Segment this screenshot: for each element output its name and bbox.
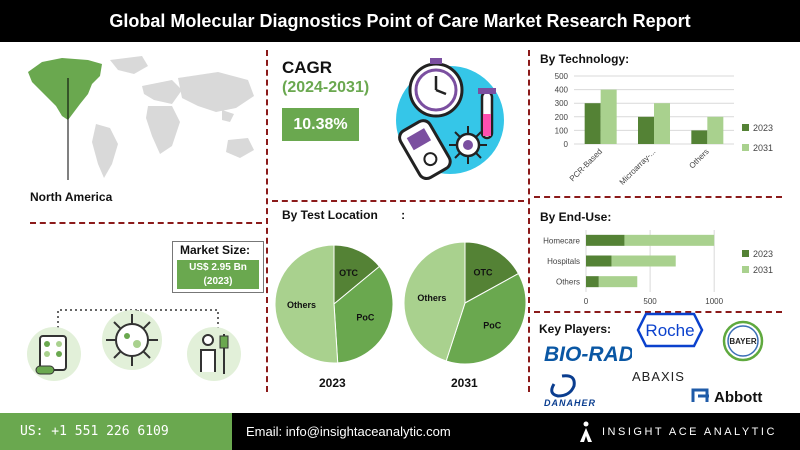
- bar-2031: [611, 255, 676, 267]
- legend-swatch: [742, 124, 749, 131]
- divider-right: [528, 50, 530, 392]
- abbott-logo: Abbott: [691, 388, 762, 406]
- bar-2023: [584, 103, 601, 144]
- pie-slice-others: [274, 244, 339, 364]
- test-location-title: By Test Location :: [282, 208, 405, 222]
- market-size-year: (2023): [203, 276, 233, 287]
- legend-label: 2031: [753, 265, 773, 275]
- svg-text:BIO-RAD: BIO-RAD: [544, 343, 632, 366]
- market-size-amount: US$ 2.95 Bn: [189, 262, 247, 273]
- bar-2031: [600, 89, 617, 144]
- pie-slice-otc: [464, 241, 520, 304]
- y-tick-label: Others: [556, 278, 580, 287]
- region-label: North America: [30, 190, 113, 204]
- cagr-years: (2024-2031): [282, 79, 370, 96]
- bar-2023: [586, 234, 625, 246]
- roche-logo: Roche: [636, 312, 704, 348]
- bar-2031: [598, 276, 638, 288]
- y-tick-label: 100: [555, 126, 569, 135]
- abaxis-logo: ABAXIS: [632, 369, 685, 384]
- pie-slice-otc: [333, 244, 381, 306]
- divider-left-horizontal: [30, 222, 262, 224]
- key-players-title: Key Players:: [539, 322, 612, 336]
- end-use-title: By End-Use:: [540, 210, 612, 224]
- footer-phone: US: +1 551 226 6109: [0, 413, 232, 450]
- pie-chart-2023: OTC PoC Others: [274, 244, 394, 364]
- market-size-value: US$ 2.95 Bn (2023): [177, 260, 259, 289]
- north-america-highlight: [28, 58, 102, 120]
- svg-text:ABAXIS: ABAXIS: [632, 369, 685, 384]
- y-tick-label: 300: [555, 99, 569, 108]
- bar-2023: [691, 130, 708, 144]
- bio-rad-logo: BIO-RAD: [544, 343, 632, 366]
- market-size-label: Market Size:: [180, 243, 251, 257]
- divider-mid-horizontal: [272, 200, 524, 202]
- danaher-logo: DANAHER: [544, 374, 596, 408]
- bar-2023: [586, 255, 612, 267]
- divider-right-top: [534, 196, 782, 198]
- svg-text:Roche: Roche: [645, 321, 694, 340]
- legend-label: 2031: [753, 143, 773, 153]
- test-location-colon: :: [401, 208, 406, 222]
- pie-slice-label: Others: [417, 293, 446, 303]
- pie-slice-poc: [445, 272, 527, 365]
- legend-swatch: [742, 250, 749, 257]
- diagnostics-illustration: [396, 58, 504, 181]
- footer-brand: INSIGHT ACE ANALYTIC: [572, 413, 800, 450]
- market-size-frame: [172, 241, 264, 293]
- svg-text:Abbott: Abbott: [714, 389, 762, 406]
- pie-slice-label: PoC: [356, 313, 375, 323]
- bar-2031: [654, 103, 670, 144]
- x-tick-label: 500: [643, 297, 657, 306]
- virus-icon: [102, 310, 162, 370]
- divider-right-bottom: [534, 311, 782, 313]
- y-tick-label: 500: [555, 72, 569, 81]
- pills-icon: [27, 327, 81, 381]
- y-tick-label: 0: [564, 140, 569, 149]
- pie-slice-label: OTC: [339, 268, 358, 278]
- test-location-title-text: By Test Location: [282, 208, 378, 222]
- x-tick-label: PCR-Based: [568, 147, 604, 183]
- legend-swatch: [742, 266, 749, 273]
- bar-2031: [707, 116, 724, 144]
- pie-chart-2031: OTC PoC Others: [403, 241, 527, 365]
- x-tick-label: 0: [584, 297, 589, 306]
- bar-2031: [624, 234, 715, 246]
- legend-swatch: [742, 144, 749, 151]
- x-tick-label: Microarray-...: [618, 147, 658, 187]
- y-tick-label: 400: [555, 86, 569, 95]
- bar-2023: [586, 276, 599, 288]
- legend-label: 2023: [753, 249, 773, 259]
- bar-2023: [638, 116, 654, 144]
- pie-slice-label: OTC: [474, 268, 493, 278]
- svg-text:DANAHER: DANAHER: [544, 398, 596, 408]
- svg-text:BAYER: BAYER: [729, 337, 756, 346]
- footer-email: Email: info@insightaceanalytic.com: [232, 413, 572, 450]
- pie-slice-poc: [333, 265, 394, 364]
- end-use-bar-chart: 0 500 1000 Homecare Hospitals Others 2023 2031: [543, 230, 773, 306]
- cagr-label: CAGR: [282, 58, 333, 77]
- x-tick-label: 1000: [705, 297, 723, 306]
- report-title: Global Molecular Diagnostics Point of Ca…: [0, 0, 800, 42]
- pie-year-2031: 2031: [451, 376, 478, 390]
- pie-slice-others: [403, 241, 466, 362]
- y-tick-label: Hospitals: [547, 257, 580, 266]
- bayer-logo: BAYER: [722, 320, 764, 362]
- patient-iv-icon: [187, 327, 241, 381]
- world-map-image: [28, 56, 254, 180]
- technology-bar-chart: 0 100 200 300 400 500 PCR-Based Microarray-... O…: [555, 72, 773, 187]
- legend-label: 2023: [753, 123, 773, 133]
- y-tick-label: 200: [555, 113, 569, 122]
- insight-ace-logo-icon: [580, 421, 592, 442]
- pie-year-2023: 2023: [319, 376, 346, 390]
- x-tick-label: Others: [687, 147, 710, 170]
- pie-slice-label: Others: [287, 300, 316, 310]
- technology-title: By Technology:: [540, 52, 630, 66]
- cagr-value: 10.38%: [282, 108, 359, 141]
- pie-slice-label: PoC: [483, 321, 502, 331]
- y-tick-label: Homecare: [543, 236, 580, 245]
- divider-left: [266, 50, 268, 392]
